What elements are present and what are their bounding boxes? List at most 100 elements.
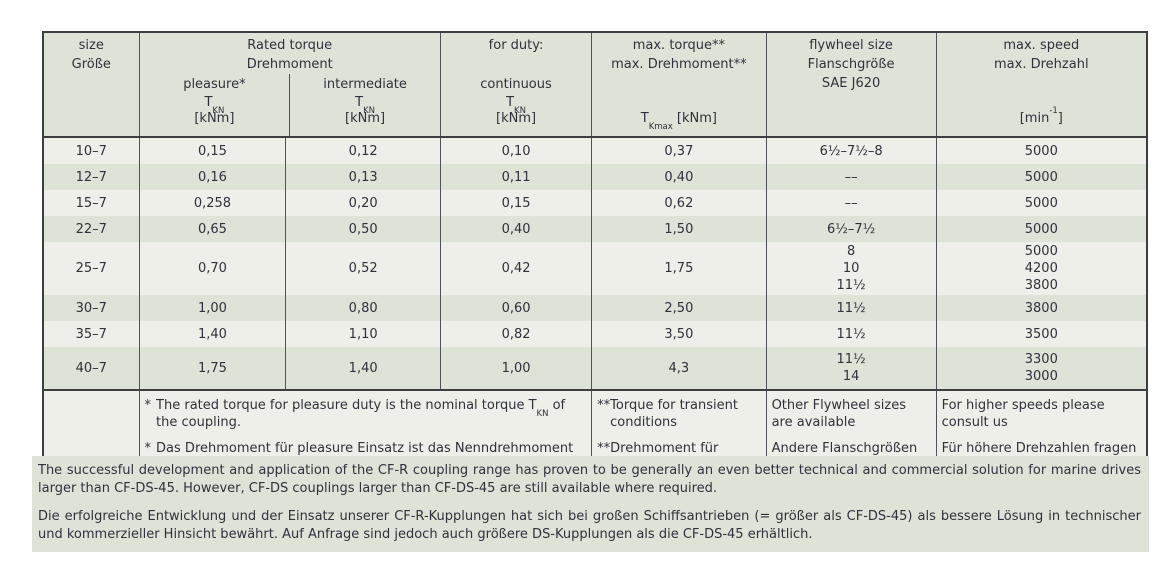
cell-value: 4200 <box>1024 261 1058 276</box>
cell-value: 25–7 <box>75 261 107 276</box>
torque-symbol: TKN <box>506 95 526 116</box>
cell-value: 3500 <box>1024 326 1058 342</box>
footnote-max-torque-en: ** Torque for transient conditions <box>597 397 760 431</box>
subheader-continuous: continuous TKN [kNm] <box>441 74 591 136</box>
footnote-flywheel-en: Other Flywheel sizes are available <box>771 398 906 430</box>
cell-value: 0,42 <box>501 261 531 276</box>
cell-flywheel: –– <box>765 164 937 190</box>
cell-value: 1,75 <box>664 261 694 276</box>
table-row-15-7: 15–7 0,258 0,20 0,15 0,62 –– 5000 <box>43 190 1147 216</box>
flywheel-standard: SAE J620 <box>821 76 881 91</box>
table-row-40-7: 40–7 1,75 1,40 1,00 4,3 11½ 14 3300 3000 <box>43 347 1147 390</box>
cell-pleasure: 1,40 <box>138 321 286 347</box>
intermediate-label: intermediate <box>323 77 407 92</box>
cell-value: 0,11 <box>501 169 531 185</box>
coupling-spec-table-wrap: size Größe Rated torque Drehmoment pleas… <box>42 31 1148 480</box>
pleasure-label: pleasure* <box>183 77 246 92</box>
cell-value: 1,50 <box>664 221 694 237</box>
cell-value: 40–7 <box>75 360 107 376</box>
cell-intermediate: 0,52 <box>285 242 441 295</box>
cell-value: 1,00 <box>501 360 531 376</box>
cell-value: 10–7 <box>75 143 107 159</box>
cell-flywheel: 11½ 14 <box>765 347 937 390</box>
cell-value: 0,16 <box>197 169 227 185</box>
cell-value: –– <box>844 195 858 211</box>
continuous-label: continuous <box>480 77 552 92</box>
cell-value: 0,65 <box>197 221 227 237</box>
header-cell-speed: max. speed max. Drehzahl [min-1] <box>935 32 1147 138</box>
cell-value: 0,12 <box>348 143 378 159</box>
speed-unit: [min-1] <box>1019 105 1063 126</box>
header-cell-flywheel: flywheel size Flanschgröße SAE J620 <box>765 32 937 138</box>
cell-value: 3300 <box>1024 352 1058 367</box>
cell-speed: 3500 <box>935 321 1147 347</box>
cell-value: 0,15 <box>501 195 531 211</box>
cell-value: 11½ <box>836 352 866 367</box>
double-asterisk-marker: ** <box>597 398 611 413</box>
summary-paragraph-de: Die erfolgreiche Entwicklung und der Ein… <box>38 509 1141 542</box>
table-header-row: size Größe Rated torque Drehmoment pleas… <box>43 32 1147 138</box>
cell-value: 0,15 <box>197 143 227 159</box>
cell-flywheel: –– <box>765 190 937 216</box>
header-cell-size: size Größe <box>43 32 140 138</box>
cell-max-torque: 0,62 <box>591 190 767 216</box>
cell-flywheel: 11½ <box>765 295 937 321</box>
cell-continuous: 0,60 <box>439 295 592 321</box>
cell-continuous: 0,10 <box>439 137 592 164</box>
cell-pleasure: 1,75 <box>138 347 286 390</box>
cell-value: 0,40 <box>664 169 694 185</box>
cell-speed: 3300 3000 <box>935 347 1147 390</box>
cell-value: 1,00 <box>197 300 227 316</box>
cell-value: 4,3 <box>668 360 690 376</box>
torque-unit: [kNm] <box>496 111 537 126</box>
cell-value: 8 <box>846 244 856 259</box>
cell-value: 0,50 <box>348 221 378 237</box>
cell-value: 3800 <box>1024 300 1058 316</box>
cell-value: 0,82 <box>501 326 531 342</box>
cell-max-torque: 1,50 <box>591 216 767 242</box>
cell-value: 0,62 <box>664 195 694 211</box>
footnote-rated-en: * The rated torque for pleasure duty is … <box>145 397 587 431</box>
cell-max-torque: 0,40 <box>591 164 767 190</box>
cell-intermediate: 1,10 <box>285 321 441 347</box>
cell-flywheel: 6½–7½ <box>765 216 937 242</box>
asterisk-marker: * <box>144 398 152 413</box>
cell-max-torque: 2,50 <box>591 295 767 321</box>
cell-value: 0,52 <box>348 261 378 276</box>
cell-intermediate: 1,40 <box>285 347 441 390</box>
cell-size: 12–7 <box>43 164 140 190</box>
cell-value: 10 <box>842 261 860 276</box>
table-row-10-7: 10–7 0,15 0,12 0,10 0,37 6½–7½–8 5000 <box>43 137 1147 164</box>
header-cell-rated-torque: Rated torque Drehmoment pleasure* TKN [k… <box>138 32 441 138</box>
cell-value: 0,10 <box>501 143 531 159</box>
cell-value: 14 <box>842 369 860 384</box>
torque-symbol: TKN <box>204 95 225 116</box>
summary-band: The successful development and applicati… <box>32 456 1149 552</box>
speed-label-en: max. speed <box>1003 38 1080 53</box>
table-row-25-7: 25–7 0,70 0,52 0,42 1,75 8 10 11½ 5000 4… <box>43 242 1147 295</box>
coupling-spec-table: size Größe Rated torque Drehmoment pleas… <box>42 31 1148 480</box>
cell-value: 0,40 <box>501 221 531 237</box>
torque-symbol: TKN <box>355 95 376 116</box>
cell-speed: 3800 <box>935 295 1147 321</box>
cell-value: 0,13 <box>348 169 378 185</box>
subheader-intermediate: intermediate TKN [kNm] <box>289 74 440 136</box>
cell-max-torque: 3,50 <box>591 321 767 347</box>
cell-value: 0,258 <box>193 195 232 211</box>
cell-value: 15–7 <box>75 195 107 211</box>
footnote-speed-en: For higher speeds please consult us <box>941 398 1105 430</box>
cell-value: 3,50 <box>664 326 694 342</box>
cell-size: 40–7 <box>43 347 140 390</box>
cell-value: 0,37 <box>664 143 694 159</box>
cell-continuous: 0,15 <box>439 190 592 216</box>
cell-continuous: 0,11 <box>439 164 592 190</box>
cell-value: –– <box>844 169 858 185</box>
rated-torque-title-de: Drehmoment <box>246 57 333 72</box>
cell-size: 35–7 <box>43 321 140 347</box>
torque-unit: [kNm] <box>194 111 235 126</box>
cell-value: 11½ <box>836 326 866 342</box>
cell-value: 0,70 <box>197 261 227 276</box>
speed-label-de: max. Drehzahl <box>994 57 1089 72</box>
cell-size: 22–7 <box>43 216 140 242</box>
